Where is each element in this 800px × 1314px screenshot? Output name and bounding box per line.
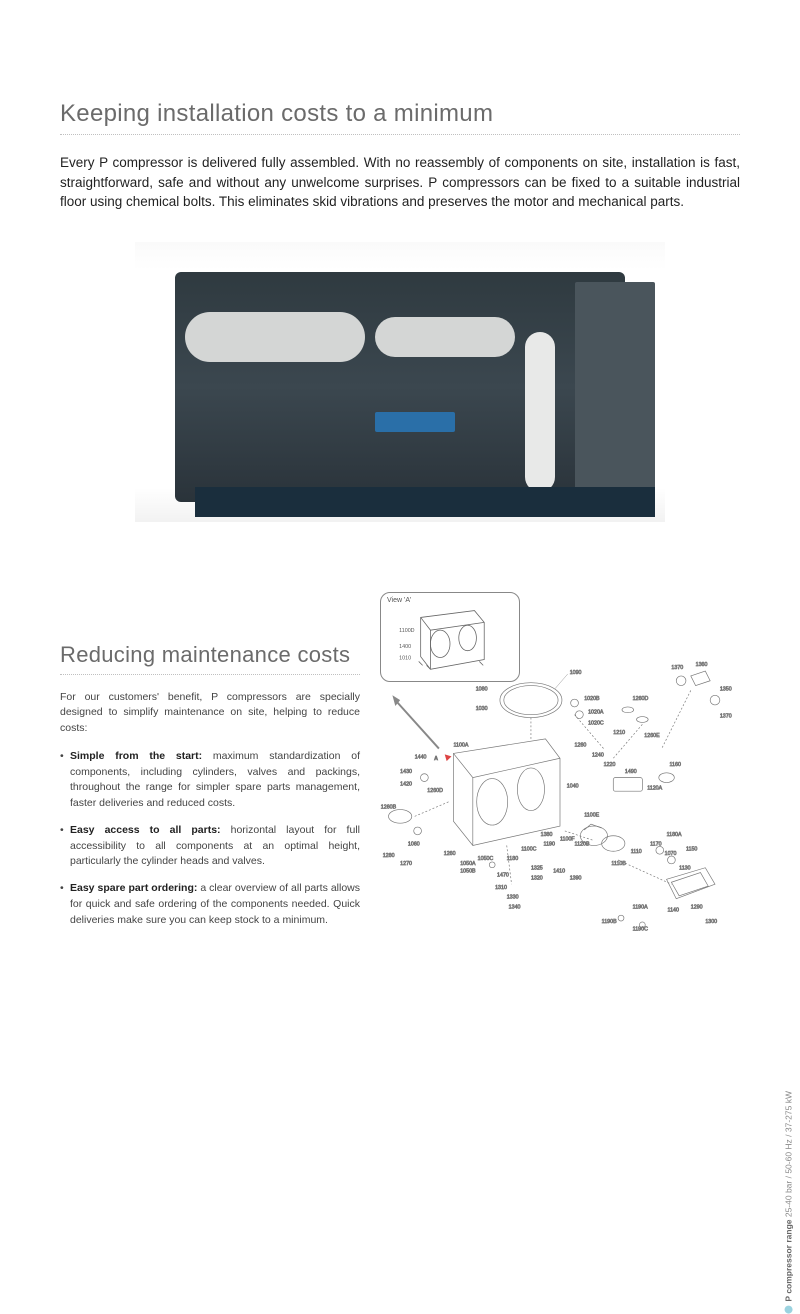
svg-text:1080: 1080	[476, 686, 488, 692]
svg-text:1090: 1090	[570, 670, 582, 676]
rail-dot-icon	[785, 1306, 793, 1314]
svg-text:1050B: 1050B	[460, 868, 476, 874]
svg-text:1160: 1160	[669, 762, 680, 768]
svg-text:1490: 1490	[625, 768, 637, 774]
svg-text:1325: 1325	[531, 865, 543, 871]
svg-text:1150: 1150	[686, 846, 697, 852]
svg-text:1470: 1470	[497, 872, 509, 878]
svg-text:1100E: 1100E	[584, 812, 599, 818]
svg-text:1020A: 1020A	[588, 709, 604, 715]
svg-text:1380: 1380	[541, 831, 553, 837]
list-item: Simple from the start: maximum standardi…	[60, 749, 360, 812]
svg-text:1290: 1290	[691, 904, 703, 910]
svg-text:1190: 1190	[544, 841, 555, 847]
svg-text:1050A: 1050A	[460, 861, 476, 867]
svg-text:1260: 1260	[444, 851, 456, 857]
svg-text:1370: 1370	[671, 665, 683, 671]
rail-text: 25-40 bar / 50-60 Hz / 37-275 kW	[784, 1091, 794, 1220]
svg-text:1440: 1440	[415, 754, 427, 760]
bullet-list: Simple from the start: maximum standardi…	[60, 749, 360, 929]
svg-text:1180A: 1180A	[667, 831, 682, 837]
svg-text:1260D: 1260D	[427, 788, 443, 794]
compressor-photo	[135, 242, 665, 522]
svg-text:1190B: 1190B	[602, 919, 617, 925]
svg-text:1050C: 1050C	[478, 856, 494, 862]
svg-text:1130: 1130	[679, 865, 690, 871]
svg-text:1270: 1270	[400, 861, 412, 867]
svg-text:1060: 1060	[408, 841, 420, 847]
bullet-bold: Easy spare part ordering:	[70, 882, 197, 894]
section1-heading: Keeping installation costs to a minimum	[60, 100, 740, 135]
svg-text:1040: 1040	[567, 783, 579, 789]
svg-text:1370: 1370	[720, 713, 732, 719]
bullet-bold: Easy access to all parts:	[70, 824, 221, 836]
svg-text:1190C: 1190C	[633, 926, 648, 932]
svg-text:1330: 1330	[507, 894, 519, 900]
svg-text:1350: 1350	[720, 686, 732, 692]
svg-text:1100C: 1100C	[521, 846, 536, 852]
section2-heading: Reducing maintenance costs	[60, 642, 360, 675]
svg-text:1260E: 1260E	[644, 733, 660, 739]
svg-text:1430: 1430	[400, 768, 412, 774]
svg-text:1100F: 1100F	[560, 836, 575, 842]
svg-text:1410: 1410	[553, 868, 565, 874]
svg-text:1260: 1260	[575, 742, 587, 748]
list-item: Easy spare part ordering: a clear overvi…	[60, 881, 360, 928]
svg-text:1300: 1300	[705, 919, 717, 925]
svg-text:1260D: 1260D	[633, 696, 649, 702]
svg-text:1210: 1210	[613, 730, 625, 736]
svg-text:1280: 1280	[383, 853, 395, 859]
view-label: View 'A'	[387, 597, 411, 604]
svg-text:1260B: 1260B	[381, 804, 397, 810]
svg-text:1120A: 1120A	[647, 785, 662, 791]
svg-text:1020B: 1020B	[584, 696, 600, 702]
svg-text:A: A	[434, 756, 438, 762]
bullet-bold: Simple from the start:	[70, 750, 202, 762]
side-rail: P compressor range 25-40 bar / 50-60 Hz …	[784, 1091, 794, 1314]
svg-text:1190A: 1190A	[633, 904, 648, 910]
svg-text:1030: 1030	[476, 706, 488, 712]
rail-bold: P compressor range	[784, 1220, 794, 1302]
list-item: Easy access to all parts: horizontal lay…	[60, 823, 360, 870]
svg-text:1310: 1310	[495, 885, 507, 891]
svg-text:1220: 1220	[604, 762, 616, 768]
svg-text:1100D: 1100D	[399, 628, 415, 634]
svg-text:1110B: 1110B	[611, 861, 626, 867]
svg-text:1100A: 1100A	[453, 742, 468, 748]
svg-text:1320: 1320	[531, 875, 543, 881]
svg-text:1420: 1420	[400, 781, 412, 787]
exploded-diagram: View 'A' 1100D 1400 1010	[380, 592, 740, 952]
svg-text:1390: 1390	[570, 875, 582, 881]
section1-paragraph: Every P compressor is delivered fully as…	[60, 153, 740, 212]
svg-text:1020C: 1020C	[588, 720, 604, 726]
svg-text:1360: 1360	[696, 662, 708, 668]
section2-intro: For our customers' benefit, P compressor…	[60, 690, 360, 737]
svg-text:1140: 1140	[668, 907, 679, 913]
svg-text:1240: 1240	[592, 752, 604, 758]
svg-text:1340: 1340	[509, 904, 521, 910]
svg-text:1110: 1110	[631, 849, 642, 855]
